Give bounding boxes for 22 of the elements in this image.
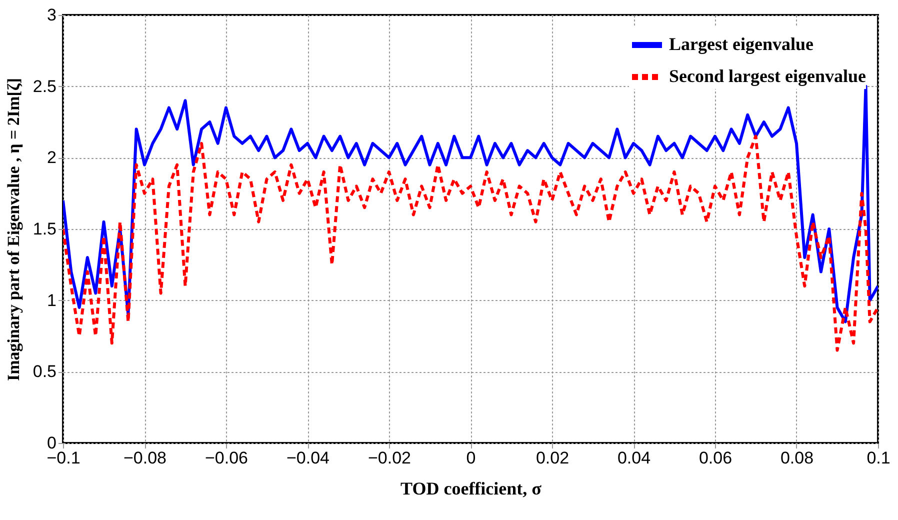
y-tick-label: 2.5: [32, 76, 56, 96]
x-tick-label: 0.06: [698, 448, 732, 468]
x-tick-label: −0.08: [123, 448, 167, 468]
x-tick-label: 0.08: [780, 448, 814, 468]
line-series: [63, 134, 878, 352]
x-tick-label: −0.04: [286, 448, 330, 468]
line-series: [63, 84, 878, 324]
x-axis-title: TOD coefficient, σ: [400, 478, 542, 498]
x-tick-label: −0.06: [204, 448, 248, 468]
y-axis-title: Imaginary part of Eigenvalue , η = 2Im[ζ]: [4, 78, 23, 382]
y-tick-label: 1: [47, 290, 56, 310]
x-tick-label: 0: [466, 448, 476, 468]
legend-label: Largest eigenvalue: [669, 34, 814, 54]
x-tick-label: 0.1: [866, 448, 890, 468]
x-tick-label: −0.02: [368, 448, 412, 468]
y-tick-label: 0.5: [32, 362, 56, 382]
y-tick-label: 2: [47, 148, 56, 168]
x-tick-label: 0.02: [536, 448, 570, 468]
x-tick-label: 0.04: [617, 448, 651, 468]
legend-label: Second largest eigenvalue: [669, 66, 866, 86]
y-tick-label: 3: [47, 6, 56, 24]
y-tick-label: 1.5: [32, 220, 56, 238]
